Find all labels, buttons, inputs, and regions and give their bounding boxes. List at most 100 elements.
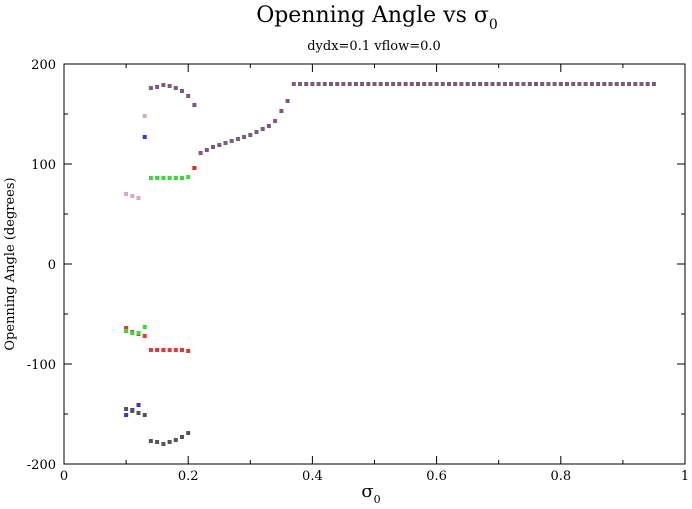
data-point	[509, 82, 514, 86]
data-point	[614, 82, 619, 86]
axes: 0 0.2 0.4 0.6 0.8 1 -200 -100 0 100 200	[27, 58, 689, 484]
chart-title: Openning Angle vs σ0	[256, 3, 498, 33]
data-point	[627, 82, 632, 86]
data-point	[633, 82, 638, 86]
data-point	[391, 82, 396, 86]
data-point	[192, 166, 197, 170]
x-axis-label: σ0	[361, 481, 380, 506]
data-point	[378, 82, 383, 86]
plot-frame	[63, 63, 686, 465]
data-point	[515, 82, 520, 86]
data-point	[496, 82, 501, 86]
data-point	[571, 82, 576, 86]
chart-title-subscript: 0	[489, 17, 498, 33]
data-point	[645, 82, 650, 86]
data-point	[453, 82, 458, 86]
data-point	[254, 130, 259, 134]
data-point	[502, 82, 507, 86]
data-point	[173, 438, 178, 442]
data-point	[651, 82, 656, 86]
data-point	[142, 114, 147, 118]
data-point	[602, 82, 607, 86]
data-point	[440, 82, 445, 86]
data-point	[130, 194, 135, 198]
x-tick-label: 0.4	[302, 469, 323, 484]
data-point	[148, 86, 153, 90]
data-point	[204, 148, 209, 152]
data-point	[186, 94, 191, 98]
data-point	[409, 82, 414, 86]
data-point	[434, 82, 439, 86]
data-point	[161, 83, 166, 87]
data-point	[167, 176, 172, 180]
x-tick-label: 0.2	[178, 469, 199, 484]
data-point	[304, 82, 309, 86]
data-point	[552, 82, 557, 86]
x-tick-label: 1	[681, 469, 689, 484]
data-point	[428, 82, 433, 86]
data-point	[478, 82, 483, 86]
data-point	[527, 82, 532, 86]
data-point	[422, 82, 427, 86]
data-points	[124, 82, 656, 446]
data-point	[465, 82, 470, 86]
data-point	[260, 127, 265, 131]
data-point	[167, 84, 172, 88]
data-point	[186, 175, 191, 179]
chart-subtitle: dydx=0.1 vflow=0.0	[307, 39, 441, 54]
data-point	[620, 82, 625, 86]
data-point	[180, 348, 184, 352]
data-point	[142, 325, 147, 329]
data-point	[198, 151, 203, 155]
y-tick-label: 100	[31, 158, 56, 173]
data-point	[180, 435, 184, 439]
data-point	[130, 409, 135, 413]
data-point	[341, 82, 346, 86]
data-point	[471, 82, 476, 86]
data-point	[124, 329, 129, 333]
data-point	[335, 82, 340, 86]
data-point	[155, 440, 160, 444]
data-point	[565, 82, 569, 86]
data-point	[540, 82, 545, 86]
data-point	[484, 82, 489, 86]
data-point	[136, 331, 141, 335]
data-point	[173, 348, 178, 352]
data-point	[546, 82, 551, 86]
x-tick-label: 0.8	[550, 469, 571, 484]
data-point	[186, 431, 191, 435]
data-point	[316, 82, 321, 86]
data-point	[310, 82, 315, 86]
data-point	[211, 145, 215, 149]
data-point	[124, 326, 129, 330]
data-point	[148, 348, 153, 352]
data-point	[366, 82, 371, 86]
data-point	[291, 82, 296, 86]
data-point	[447, 82, 451, 86]
data-point	[130, 331, 135, 335]
data-point	[161, 176, 166, 180]
data-point	[534, 82, 538, 86]
data-point	[161, 348, 166, 352]
data-point	[186, 349, 191, 353]
data-point	[353, 82, 358, 86]
data-point	[596, 82, 601, 86]
data-point	[235, 137, 240, 141]
data-point	[384, 82, 389, 86]
data-point	[136, 411, 141, 415]
y-axis-label: Openning Angle (degrees)	[3, 177, 18, 350]
data-point	[148, 176, 153, 180]
data-point	[136, 403, 141, 407]
data-point	[192, 103, 197, 107]
data-point	[360, 82, 365, 86]
data-point	[397, 82, 402, 86]
data-point	[266, 124, 271, 128]
data-point	[167, 348, 172, 352]
data-point	[558, 82, 563, 86]
data-point	[148, 439, 153, 443]
data-point	[639, 82, 644, 86]
data-point	[279, 109, 284, 113]
data-point	[372, 82, 377, 86]
y-tick-label: 200	[31, 58, 56, 73]
